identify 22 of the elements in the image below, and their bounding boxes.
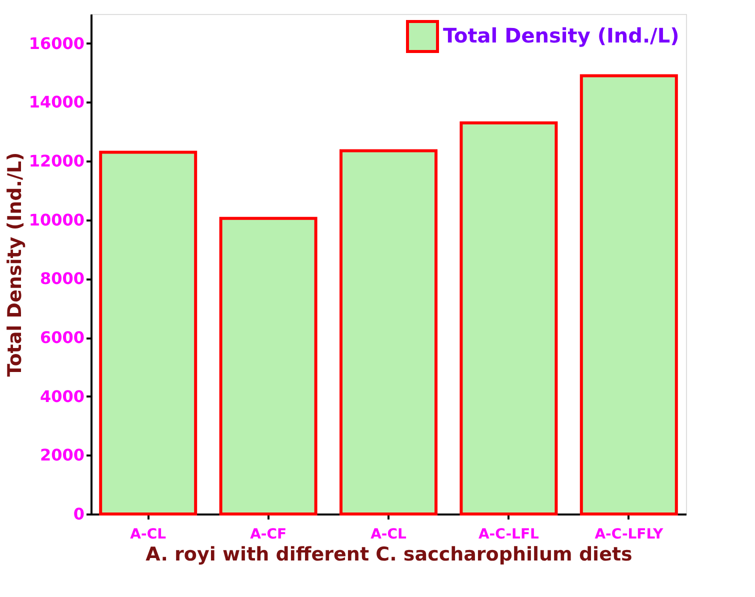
y-tick-label: 8000 [40,269,84,288]
y-tick-label: 12000 [28,152,84,171]
x-tick-label: A-CL [130,526,166,542]
x-tick-label: A-C-LFL [478,526,540,542]
bar [340,149,438,516]
bar [460,121,558,516]
y-tick-label: 2000 [40,446,84,465]
x-tick-label: A-CL [370,526,406,542]
y-tick-label: 6000 [40,328,84,348]
y-tick-label: 14000 [28,92,84,112]
x-tick-label: A-C-LFLY [594,526,664,542]
bar [580,74,678,516]
bar [219,216,318,516]
legend-label: Total Density (Ind./L) [443,24,680,48]
y-tick-label: 16000 [28,34,84,53]
x-tick-label: A-CF [250,526,287,542]
x-axis-title: A. royi with different C. saccharophilum diets [146,544,632,566]
y-tick-label: 0 [73,504,84,524]
y-tick-label: 4000 [40,386,84,406]
y-axis-title: Total Density (Ind./L) [4,152,26,377]
y-tick-label: 10000 [28,210,84,230]
bar [99,150,198,516]
